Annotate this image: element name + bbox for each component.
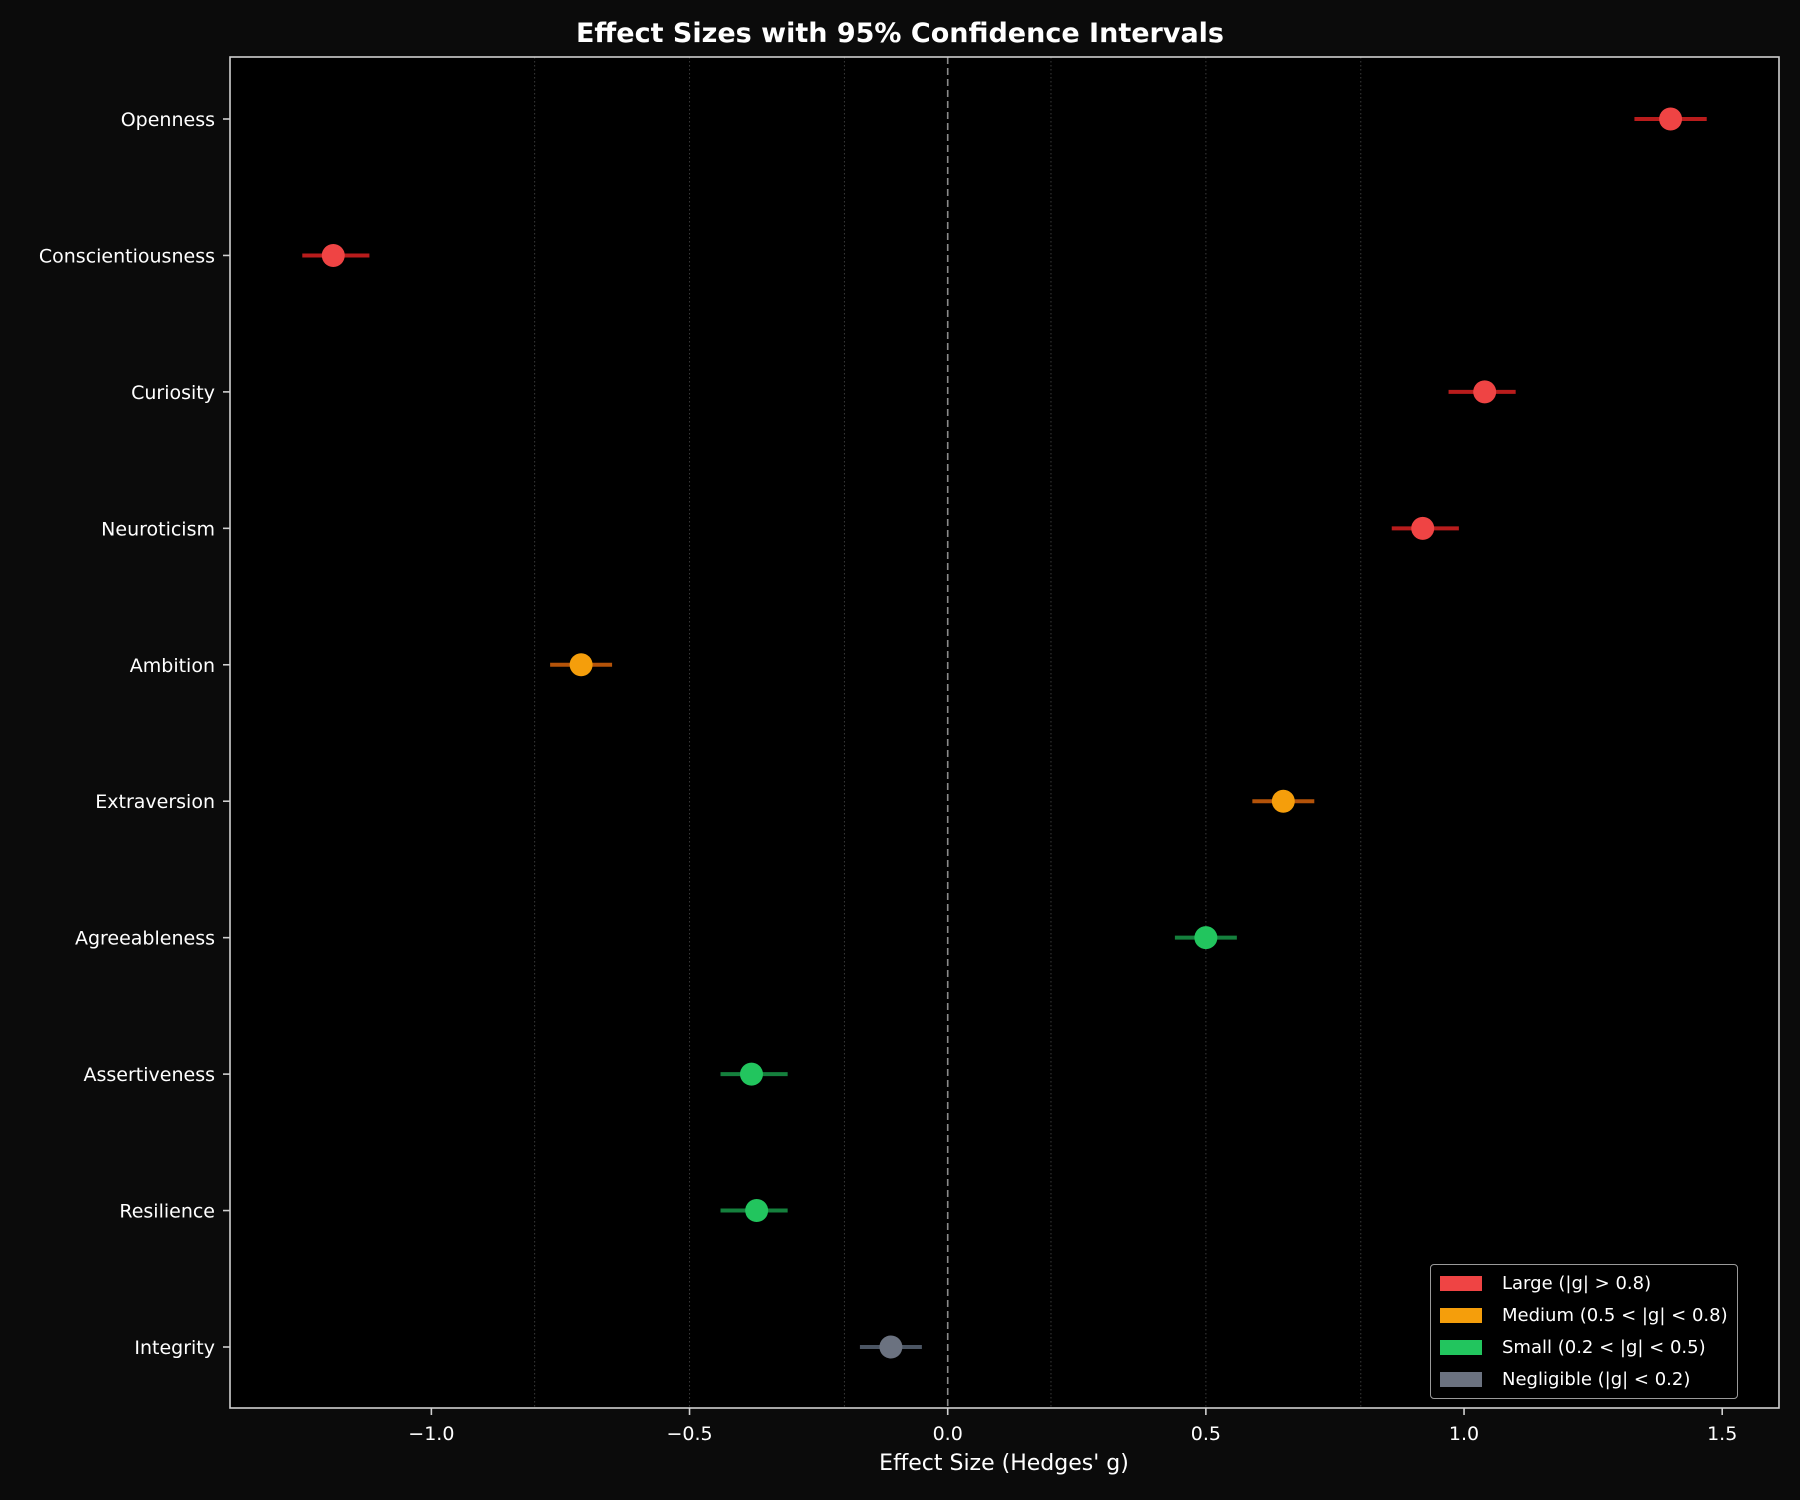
legend-item-large: Large (|g| > 0.8) <box>1431 1268 1651 1298</box>
effect-marker <box>1659 107 1683 131</box>
legend-label-small: Small (0.2 < |g| < 0.5) <box>1502 1336 1706 1358</box>
effect-marker <box>321 243 345 267</box>
effect-marker <box>1271 789 1295 813</box>
y-tick-label: Extraversion <box>95 791 215 813</box>
y-tick-label: Openness <box>121 109 215 131</box>
y-tick-label: Curiosity <box>131 382 215 404</box>
data-point-openness <box>1634 107 1707 131</box>
data-point-agreeableness <box>1174 926 1237 950</box>
legend-swatch-small <box>1440 1339 1482 1355</box>
effect-marker <box>1194 926 1218 950</box>
y-tick-label: Neuroticism <box>101 518 215 540</box>
legend-item-medium: Medium (0.5 < |g| < 0.8) <box>1431 1300 1728 1330</box>
data-point-ambition <box>550 653 613 677</box>
x-tick-label: −1.0 <box>408 1423 454 1445</box>
x-tick-label: 0.5 <box>1191 1423 1221 1445</box>
grid-lines <box>534 57 1362 1408</box>
effect-marker <box>1473 380 1497 404</box>
axes-frame <box>229 56 1780 1409</box>
data-points <box>302 107 1707 1359</box>
y-tick-label: Resilience <box>119 1201 215 1223</box>
legend-item-small: Small (0.2 < |g| < 0.5) <box>1431 1332 1706 1362</box>
x-tick-label: −0.5 <box>666 1423 712 1445</box>
data-point-resilience <box>720 1199 788 1223</box>
effect-marker <box>1411 516 1435 540</box>
effect-marker <box>739 1062 763 1086</box>
x-tick-label: 1.0 <box>1449 1423 1479 1445</box>
plot-area <box>230 57 1779 1408</box>
data-point-neuroticism <box>1391 516 1459 540</box>
legend-item-negligible: Negligible (|g| < 0.2) <box>1431 1364 1690 1394</box>
data-point-integrity <box>859 1335 922 1359</box>
y-tick-label: Integrity <box>134 1337 215 1359</box>
legend-label-medium: Medium (0.5 < |g| < 0.8) <box>1502 1304 1728 1326</box>
legend-label-large: Large (|g| > 0.8) <box>1502 1272 1652 1294</box>
y-tick-label: Ambition <box>130 655 215 677</box>
x-tick-label: 1.5 <box>1707 1423 1737 1445</box>
data-point-conscientiousness <box>302 243 370 267</box>
data-point-curiosity <box>1448 380 1516 404</box>
y-tick-label: Agreeableness <box>75 928 215 950</box>
x-axis-label: Effect Size (Hedges' g) <box>879 1451 1129 1476</box>
legend-label-negligible: Negligible (|g| < 0.2) <box>1502 1368 1691 1390</box>
legend-swatch-negligible <box>1440 1371 1482 1387</box>
data-point-extraversion <box>1252 789 1315 813</box>
chart-title: Effect Sizes with 95% Confidence Interva… <box>575 18 1224 49</box>
x-axis: −1.0 −0.5 0.0 0.5 1.0 1.5 <box>408 1408 1737 1445</box>
x-tick-label: 0.0 <box>933 1423 963 1445</box>
effect-marker <box>745 1199 769 1223</box>
legend-swatch-medium <box>1440 1307 1482 1323</box>
data-point-assertiveness <box>720 1062 788 1086</box>
effect-marker <box>569 653 593 677</box>
y-tick-label: Conscientiousness <box>39 245 215 267</box>
legend: Large (|g| > 0.8) Medium (0.5 < |g| < 0.… <box>1430 1264 1738 1399</box>
effect-marker <box>879 1335 903 1359</box>
y-tick-label: Assertiveness <box>84 1064 216 1086</box>
y-axis: Openness Conscientiousness Curiosity Neurot… <box>39 109 230 1359</box>
legend-swatch-large <box>1440 1275 1482 1291</box>
